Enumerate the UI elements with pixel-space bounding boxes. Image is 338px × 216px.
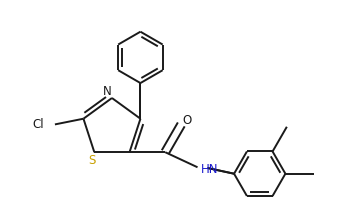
Text: HN: HN <box>201 163 219 176</box>
Text: O: O <box>182 114 192 127</box>
Text: S: S <box>88 154 95 167</box>
Text: N: N <box>102 85 111 98</box>
Text: Cl: Cl <box>32 118 44 131</box>
